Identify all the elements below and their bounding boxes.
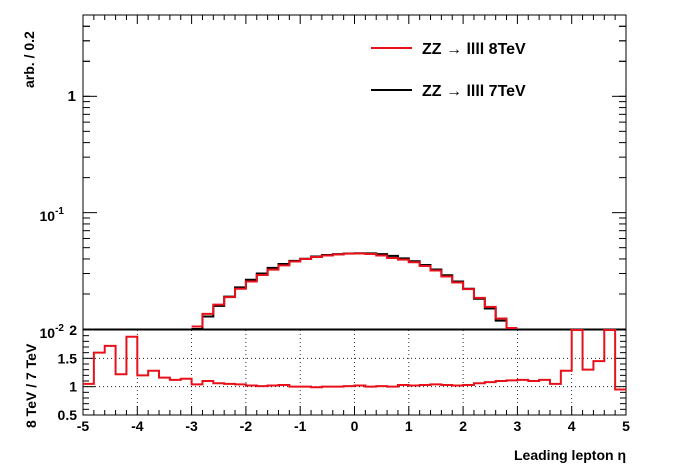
- ratio-series-group: [83, 329, 626, 391]
- ratio-x-tick-label: -4: [131, 418, 144, 434]
- ratio-x-tick-label: 4: [568, 418, 576, 434]
- ratio-y-tick-label: 1.5: [58, 350, 78, 366]
- main-y-axis-label: arb. / 0.2: [21, 31, 37, 88]
- ratio-x-tick-label: -3: [185, 418, 198, 434]
- ratio-y-tick-label: 0.5: [58, 407, 78, 423]
- ratio-x-tick-label: -5: [77, 418, 90, 434]
- ratio-x-tick-label: 5: [622, 418, 630, 434]
- main-series-group: [191, 252, 518, 332]
- main-y-tick-label-1: 1: [68, 88, 76, 105]
- ratio-x-tick-label: -1: [294, 418, 307, 434]
- ratio-x-tick-label: 3: [514, 418, 522, 434]
- ratio-y-axis-label: 8 TeV / 7 TeV: [23, 343, 39, 428]
- ratio-y-tick-label: 1: [69, 379, 77, 395]
- x-axis-label: Leading lepton η: [514, 447, 626, 463]
- ratio-grid: [83, 330, 626, 415]
- ratio-panel: 0.511.52 -5 -4 -3 -2 -1 0 1 2 3 4 5 8 TeV / 7 TeV …: [23, 322, 630, 463]
- main-plot-frame: [82, 14, 627, 330]
- legend: ZZ → llll 8TeV ZZ → llll 7TeV: [371, 41, 526, 100]
- main-y-ticks: [83, 14, 626, 330]
- main-x-ticks: [82, 15, 627, 24]
- main-y-tick-label-0p01: 10-2: [40, 323, 65, 341]
- legend-label-7tev: ZZ → llll 7TeV: [422, 83, 526, 100]
- ratio-series-line: [83, 329, 626, 391]
- main-panel: 1 10-1 10-2 arb. / 0.2 ZZ → llll 8TeV ZZ…: [21, 14, 627, 341]
- series-8tev-line: [191, 252, 518, 329]
- ratio-x-tick-labels: -5 -4 -3 -2 -1 0 1 2 3 4 5: [77, 418, 630, 434]
- main-y-tick-label-0p1: 10-1: [40, 206, 65, 224]
- ratio-plot-frame: [82, 329, 627, 416]
- legend-label-8tev: ZZ → llll 8TeV: [422, 41, 526, 58]
- ratio-x-tick-label: 1: [405, 418, 413, 434]
- ratio-y-tick-labels: 0.5 1 1.5 2: [58, 322, 78, 423]
- ratio-x-tick-label: -2: [240, 418, 253, 434]
- ratio-x-tick-label: 0: [351, 418, 359, 434]
- ratio-y-tick-label: 2: [69, 322, 77, 338]
- ratio-x-tick-label: 2: [459, 418, 467, 434]
- ratio-ticks: [82, 329, 627, 416]
